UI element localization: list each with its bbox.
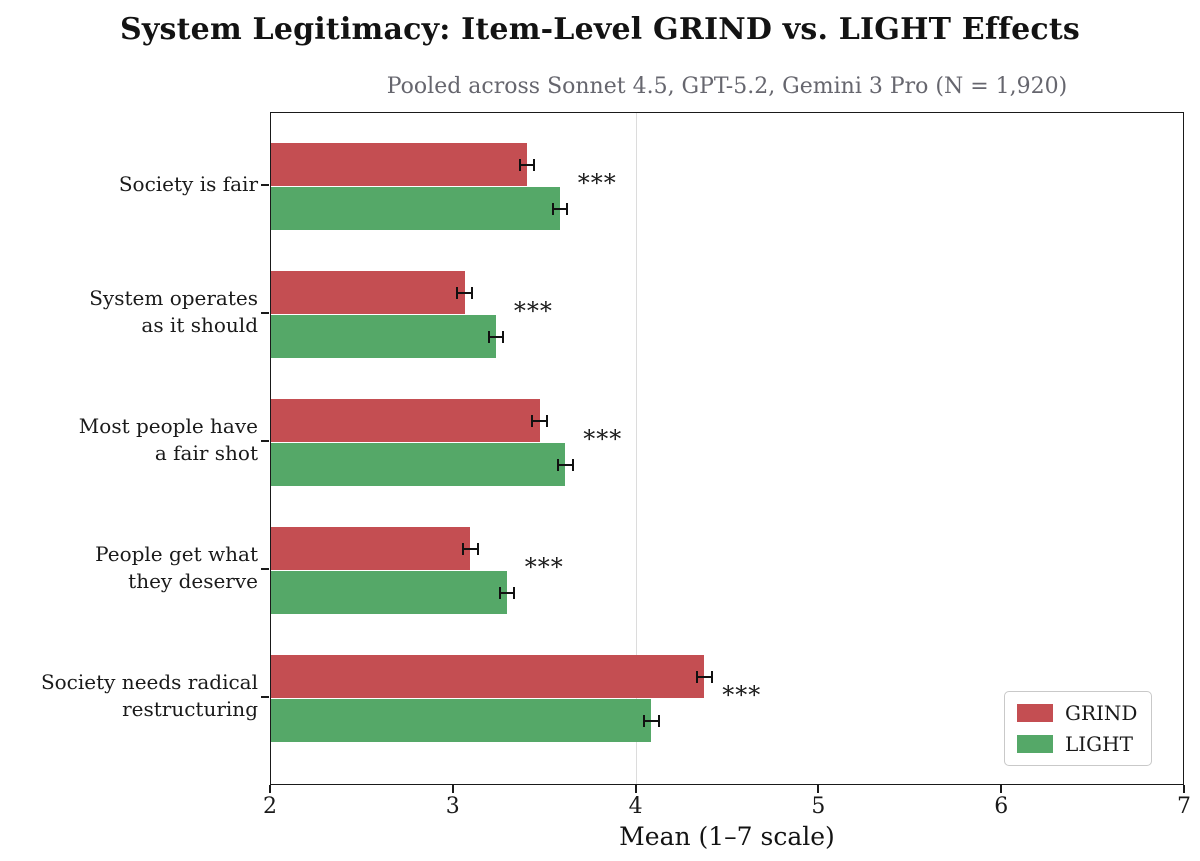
bar-grind-2	[271, 399, 540, 442]
error-cap	[502, 330, 505, 343]
error-cap	[695, 670, 698, 683]
error-cap	[710, 670, 713, 683]
error-cap	[498, 586, 501, 599]
y-tick-label: System operates as it should	[89, 286, 258, 337]
x-tick-label: 2	[263, 794, 277, 819]
error-cap	[513, 586, 516, 599]
legend: GRIND LIGHT	[1004, 691, 1153, 766]
error-cap	[657, 714, 660, 727]
x-tick-mark	[269, 785, 271, 793]
bar-light-3	[271, 571, 507, 614]
y-tick-label: Society needs radical restructuring	[40, 670, 258, 721]
error-cap	[642, 714, 645, 727]
error-bar-light-0	[552, 207, 568, 210]
error-bar-light-3	[499, 591, 515, 594]
error-cap	[546, 414, 549, 427]
significance-stars-3: ***	[524, 553, 564, 581]
error-cap	[456, 286, 459, 299]
error-cap	[471, 286, 474, 299]
x-tick-mark	[817, 785, 820, 793]
error-cap	[566, 202, 569, 215]
error-bar-light-1	[488, 335, 504, 338]
significance-stars-1: ***	[513, 297, 553, 325]
y-tick-mark	[261, 568, 269, 570]
error-cap	[533, 158, 536, 171]
y-tick-mark	[261, 312, 269, 314]
significance-stars-0: ***	[577, 169, 617, 197]
x-tick-mark	[451, 785, 454, 793]
legend-label: GRIND	[1065, 701, 1138, 725]
error-cap	[551, 202, 554, 215]
x-axis-label: Mean (1–7 scale)	[619, 822, 835, 851]
error-bar-grind-0	[519, 163, 535, 166]
midpoint-reference-line	[635, 113, 638, 784]
x-tick-mark	[1183, 785, 1185, 793]
x-tick-mark	[634, 785, 637, 793]
error-cap	[461, 542, 464, 555]
bar-grind-4	[271, 655, 705, 698]
error-bar-grind-1	[457, 291, 473, 294]
error-bar-grind-4	[696, 675, 712, 678]
chart-title: System Legitimacy: Item-Level GRIND vs. …	[120, 12, 1080, 47]
error-cap	[476, 542, 479, 555]
bar-light-4	[271, 699, 652, 742]
legend-swatch-light	[1017, 735, 1053, 753]
y-tick-label: Society is fair	[118, 171, 258, 196]
error-bar-light-2	[557, 463, 573, 466]
x-tick-label: 7	[1177, 794, 1191, 819]
x-tick-label: 5	[811, 794, 826, 819]
legend-entry-light: LIGHT	[1017, 732, 1137, 756]
error-cap	[556, 458, 559, 471]
bar-light-1	[271, 315, 496, 358]
y-tick-mark	[261, 696, 269, 698]
x-tick-label: 3	[445, 794, 460, 819]
error-cap	[571, 458, 574, 471]
bar-grind-0	[271, 143, 527, 186]
x-tick-mark	[1000, 785, 1003, 793]
error-cap	[518, 158, 521, 171]
x-tick-label: 4	[628, 794, 643, 819]
significance-stars-4: ***	[722, 681, 762, 709]
legend-entry-grind: GRIND	[1017, 701, 1137, 725]
error-bar-grind-3	[462, 547, 478, 550]
significance-stars-2: ***	[583, 425, 623, 453]
bar-grind-1	[271, 271, 465, 314]
y-tick-label: People get what they deserve	[95, 542, 258, 593]
x-tick-label: 6	[994, 794, 1009, 819]
chart-subtitle: Pooled across Sonnet 4.5, GPT-5.2, Gemin…	[386, 74, 1068, 99]
bar-light-0	[271, 187, 560, 230]
error-bar-grind-2	[532, 419, 547, 422]
y-tick-label: Most people have a fair shot	[78, 414, 258, 465]
plot-area: *** *** *** *** *** GRIND LIGHT	[270, 112, 1184, 785]
error-cap	[487, 330, 490, 343]
y-tick-mark	[261, 440, 269, 442]
error-cap	[531, 414, 534, 427]
bar-grind-3	[271, 527, 471, 570]
legend-label: LIGHT	[1065, 732, 1133, 756]
bar-light-2	[271, 443, 566, 486]
y-tick-mark	[261, 184, 269, 186]
legend-swatch-grind	[1017, 704, 1053, 722]
error-bar-light-4	[643, 719, 659, 722]
